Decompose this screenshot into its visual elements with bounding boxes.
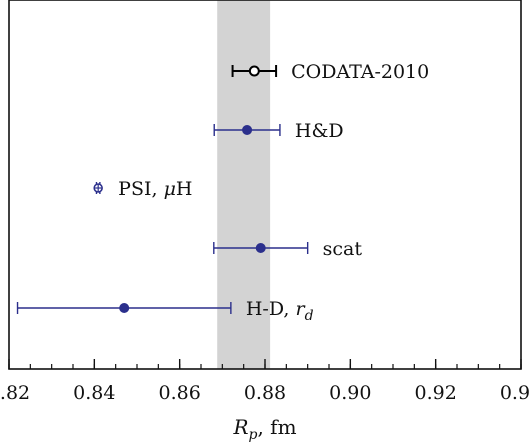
data-point-label-tail: H <box>176 178 193 200</box>
data-point-group: PSI, μH <box>93 178 193 200</box>
data-point-marker <box>248 65 260 77</box>
x-tick-label: 0.94 <box>500 382 529 404</box>
data-point-label: scat <box>323 238 363 260</box>
data-point-label: CODATA-2010 <box>291 61 429 83</box>
data-point-group: H&D <box>213 120 344 142</box>
data-point-label-text: CODATA-2010 <box>291 61 429 83</box>
data-point-marker <box>255 243 266 253</box>
data-point-label-text: H-D, <box>246 298 296 320</box>
data-point-label-text: H&D <box>295 120 344 142</box>
data-point-label: H&D <box>295 120 344 142</box>
x-axis-label-sub: p <box>249 427 258 443</box>
data-point-label: PSI, μH <box>118 178 192 200</box>
x-tick-label: 0.90 <box>329 382 371 404</box>
data-point-label-text: PSI, <box>118 178 163 200</box>
data-point-group: CODATA-2010 <box>231 61 429 83</box>
data-point-label: H-D, rd <box>246 298 314 324</box>
x-tick-label: 0.92 <box>415 382 457 404</box>
x-axis-ticks: 0.82 0.84 0.86 0.88 0.90 0.92 0.94 <box>0 359 529 404</box>
data-point-group: scat <box>213 238 363 260</box>
data-point-marker <box>119 303 130 313</box>
data-point-label-italic: μ <box>164 178 176 200</box>
x-axis-label-var: R <box>232 415 248 439</box>
x-axis-label-unit: , fm <box>257 415 296 439</box>
x-tick-label: 0.84 <box>73 382 115 404</box>
x-tick-label: 0.88 <box>244 382 286 404</box>
data-point-group: H-D, rd <box>16 298 314 324</box>
data-point-marker <box>242 125 253 135</box>
data-point-label-text: scat <box>323 238 363 260</box>
data-point-label-sub: d <box>305 308 314 324</box>
x-tick-label: 0.82 <box>0 382 30 404</box>
x-tick-label: 0.86 <box>159 382 201 404</box>
data-point-label-italic: r <box>295 298 306 320</box>
x-axis-label: Rp, fm <box>232 415 296 443</box>
